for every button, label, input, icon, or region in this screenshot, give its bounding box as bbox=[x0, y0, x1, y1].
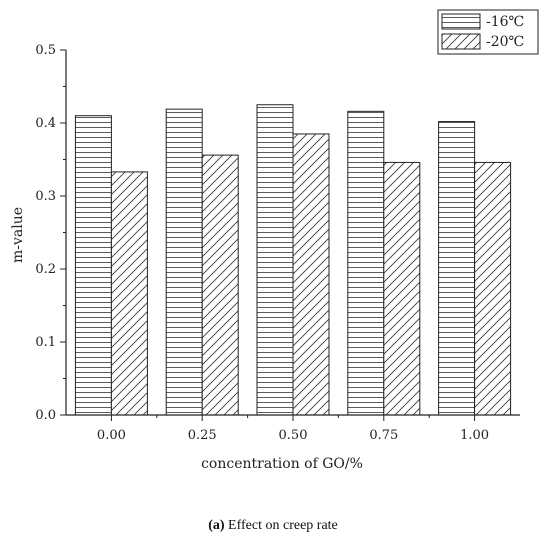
x-tick-label: 0.75 bbox=[369, 428, 398, 443]
caption-text: Effect on creep rate bbox=[228, 518, 338, 533]
legend-swatch-0 bbox=[441, 13, 481, 30]
bar-minus20-1.00 bbox=[474, 161, 512, 416]
axes: 0.0 0.1 0.2 0.3 0.4 0.5 0.00 0.25 0.50 0.75 1.00 bbox=[35, 43, 520, 443]
x-tick-label: 1.00 bbox=[460, 428, 489, 443]
bar-minus16-0.75 bbox=[347, 110, 385, 416]
legend-entry-0: -16℃ bbox=[486, 14, 524, 30]
legend-swatch-1 bbox=[441, 33, 481, 50]
y-tick-label: 0.5 bbox=[35, 43, 56, 58]
x-tick-label: 0.25 bbox=[188, 428, 217, 443]
figure-caption: (a) Effect on creep rate bbox=[0, 518, 546, 534]
y-tick-label: 0.0 bbox=[35, 408, 56, 423]
bar-minus20-0.75 bbox=[383, 161, 421, 416]
bar-minus20-0.00 bbox=[110, 171, 148, 416]
bar-minus20-0.25 bbox=[201, 154, 239, 416]
bar-minus16-0.25 bbox=[165, 108, 203, 416]
bars bbox=[74, 104, 512, 416]
bar-minus20-0.50 bbox=[292, 133, 330, 416]
y-axis-label: m-value bbox=[10, 207, 26, 263]
bar-minus16-0.50 bbox=[256, 104, 294, 416]
x-axis-label: concentration of GO/% bbox=[201, 456, 363, 472]
y-tick-label: 0.3 bbox=[35, 189, 56, 204]
x-tick-label: 0.00 bbox=[97, 428, 126, 443]
y-tick-label: 0.2 bbox=[35, 262, 56, 277]
bar-minus16-1.00 bbox=[438, 121, 476, 416]
y-tick-label: 0.4 bbox=[35, 116, 56, 131]
legend: -16℃ -20℃ bbox=[437, 9, 539, 55]
legend-entry-1: -20℃ bbox=[486, 34, 524, 50]
caption-label: (a) bbox=[208, 518, 225, 533]
bar-chart: 0.0 0.1 0.2 0.3 0.4 0.5 0.00 0.25 0.50 0.75 1.00 -… bbox=[10, 9, 539, 472]
y-tick-label: 0.1 bbox=[35, 335, 56, 350]
x-tick-label: 0.50 bbox=[279, 428, 308, 443]
bar-minus16-0.00 bbox=[74, 115, 112, 416]
